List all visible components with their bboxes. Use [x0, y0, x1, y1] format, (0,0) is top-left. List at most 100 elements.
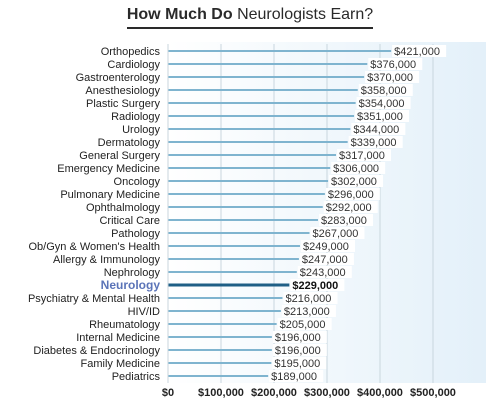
category-label: Pediatrics [112, 371, 161, 383]
category-label: Emergency Medicine [57, 163, 160, 175]
bar [168, 102, 356, 104]
data-label-bg [272, 357, 327, 369]
category-label: Neurology [101, 278, 161, 292]
category-label: Internal Medicine [76, 332, 160, 344]
data-label-bg [323, 201, 378, 213]
data-label-bg [348, 136, 403, 148]
data-label: $189,000 [271, 371, 317, 383]
category-label: Ophthalmology [86, 202, 160, 214]
bar [168, 206, 323, 208]
data-label-bg [337, 149, 392, 161]
data-label-bg [365, 71, 420, 83]
data-label: $243,000 [300, 267, 346, 279]
data-label: $195,000 [274, 358, 320, 370]
bar [168, 219, 318, 221]
category-label: Gastroenterology [76, 72, 161, 84]
x-tick-label: $200,000 [251, 387, 297, 399]
data-label-bg [356, 97, 411, 109]
data-label: $283,000 [321, 215, 367, 227]
category-label: Critical Care [99, 215, 160, 227]
data-label: $267,000 [313, 228, 359, 240]
data-label-bg [272, 344, 327, 356]
bar [168, 167, 331, 169]
bar [168, 89, 358, 91]
data-label: $358,000 [361, 85, 407, 97]
data-label: $370,000 [367, 72, 413, 84]
x-tick-label: $500,000 [410, 387, 456, 399]
bar [168, 349, 272, 351]
data-label-bg [281, 305, 336, 317]
data-label: $249,000 [303, 241, 349, 253]
category-label: Psychiatry & Mental Health [28, 293, 160, 305]
data-label: $351,000 [357, 111, 403, 123]
bar [168, 180, 329, 182]
x-tick-label: $300,000 [304, 387, 350, 399]
bar [168, 154, 337, 156]
bar [168, 323, 277, 325]
category-label: Ob/Gyn & Women's Health [28, 241, 160, 253]
data-label-bg [392, 45, 447, 57]
category-label: Oncology [114, 176, 161, 188]
x-tick-label: $0 [162, 387, 174, 399]
data-label: $296,000 [328, 189, 374, 201]
category-label: Urology [122, 124, 160, 136]
chart-title-bold: How Much Do [126, 6, 233, 23]
data-label: $344,000 [353, 124, 399, 136]
data-label-bg [368, 58, 423, 70]
data-label: $292,000 [326, 202, 372, 214]
data-label: $354,000 [359, 98, 405, 110]
data-label: $302,000 [331, 176, 377, 188]
data-label: $339,000 [351, 137, 397, 149]
category-label: General Surgery [79, 150, 160, 162]
category-label: Orthopedics [101, 46, 161, 58]
bar [168, 375, 269, 377]
data-label-bg [277, 318, 332, 330]
data-label: $247,000 [302, 254, 348, 266]
bar [168, 76, 365, 78]
data-label-bg [300, 240, 355, 252]
bar [168, 63, 368, 65]
data-label-bg [272, 331, 327, 343]
data-label: $317,000 [339, 150, 385, 162]
chart-title-wrap: How Much Do Neurologists Earn? [0, 6, 500, 29]
data-label: $205,000 [280, 319, 326, 331]
bar [168, 297, 283, 299]
bar [168, 362, 272, 364]
bar [168, 271, 297, 273]
category-label: HIV/ID [128, 306, 160, 318]
category-label: Pathology [111, 228, 160, 240]
data-label-bg [329, 175, 384, 187]
data-label-bg [325, 188, 380, 200]
bar [168, 50, 392, 52]
category-label: Dermatology [98, 137, 161, 149]
data-label: $213,000 [284, 306, 330, 318]
data-label-bg [299, 253, 354, 265]
data-label-bg [331, 162, 386, 174]
bar [168, 115, 355, 117]
category-label: Radiology [111, 111, 160, 123]
data-label: $216,000 [285, 293, 331, 305]
bar [168, 193, 325, 195]
data-label-bg [283, 292, 338, 304]
bar [168, 232, 310, 234]
category-label: Allergy & Immunology [53, 254, 160, 266]
data-label-bg [318, 214, 373, 226]
data-label-bg [310, 227, 365, 239]
data-label-bg [358, 84, 413, 96]
bar [168, 336, 272, 338]
x-tick-label: $400,000 [357, 387, 403, 399]
data-label-bg [351, 123, 406, 135]
bar [168, 258, 299, 260]
x-tick-label: $100,000 [198, 387, 244, 399]
data-label: $229,000 [292, 280, 338, 292]
data-label: $196,000 [275, 332, 321, 344]
data-label-bg [355, 110, 410, 122]
data-label: $376,000 [370, 59, 416, 71]
category-label: Rheumatology [89, 319, 160, 331]
data-label-bg [297, 266, 352, 278]
data-label-bg [269, 370, 324, 382]
data-label: $196,000 [275, 345, 321, 357]
category-label: Pulmonary Medicine [60, 189, 160, 201]
category-label: Nephrology [104, 267, 161, 279]
